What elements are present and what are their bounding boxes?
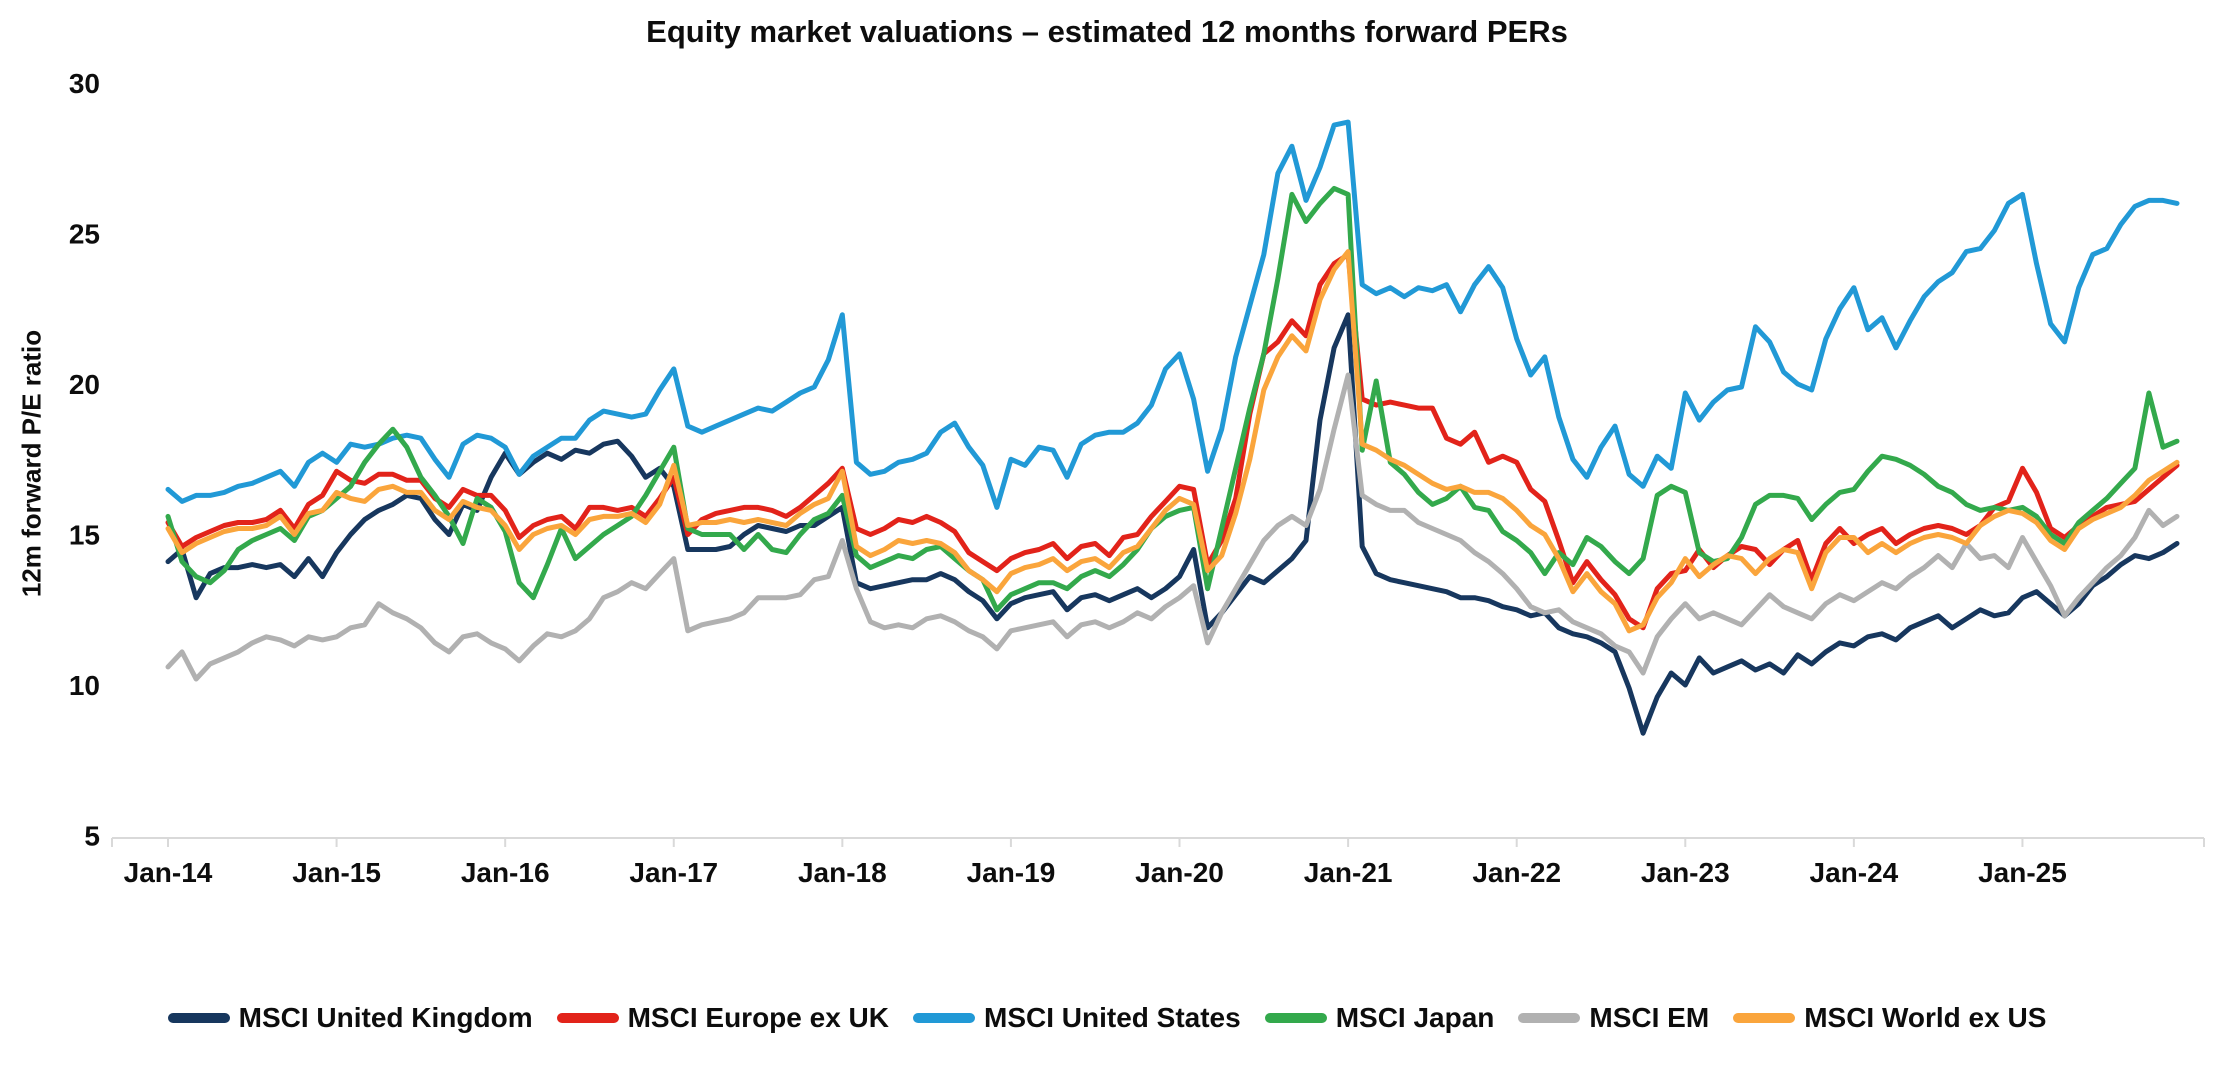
series-line-msci-world-ex-us [165, 249, 2180, 634]
y-tick-label: 30 [69, 68, 100, 99]
legend-swatch-icon [556, 1013, 619, 1023]
x-tick-label: Jan-15 [292, 857, 381, 888]
legend-label: MSCI World ex US [1804, 1002, 2047, 1033]
legend-label: MSCI United States [984, 1002, 1241, 1033]
y-tick-label: 10 [69, 670, 100, 701]
legend-label: MSCI United Kingdom [238, 1002, 533, 1033]
x-tick-label: Jan-24 [1810, 857, 1899, 888]
x-tick-label: Jan-21 [1304, 857, 1393, 888]
y-tick-label: 15 [69, 520, 100, 551]
x-tick-label: Jan-14 [124, 857, 213, 888]
series-line-msci-united-kingdom [165, 312, 2180, 736]
x-tick-label: Jan-19 [967, 857, 1056, 888]
x-tick-label: Jan-16 [461, 857, 550, 888]
x-tick-label: Jan-23 [1641, 857, 1730, 888]
series-line-msci-japan [165, 185, 2180, 613]
y-tick-label: 20 [69, 369, 100, 400]
series-line-msci-em [165, 372, 2180, 682]
legend-label: MSCI EM [1589, 1002, 1710, 1033]
legend-item-msci-europe-ex-uk: MSCI Europe ex UK [556, 1002, 889, 1034]
legend-label: MSCI Europe ex UK [627, 1002, 889, 1033]
x-tick-label: Jan-22 [1472, 857, 1561, 888]
legend-swatch-icon [1264, 1013, 1327, 1023]
legend-swatch-icon [913, 1013, 975, 1023]
chart-legend: MSCI United Kingdom MSCI Europe ex UK MSCI… [0, 1002, 2214, 1034]
legend-swatch-icon [1518, 1013, 1581, 1023]
x-tick-label: Jan-25 [1978, 857, 2067, 888]
legend-swatch-icon [167, 1013, 230, 1023]
legend-item-msci-united-states: MSCI United States [913, 1002, 1241, 1034]
x-axis-labels: Jan-14 Jan-15 Jan-16 Jan-17 Jan-18 Jan-19 Jan-… [124, 857, 2067, 888]
x-tick-label: Jan-18 [798, 857, 887, 888]
series-lines [165, 119, 2180, 736]
series-line-msci-europe-ex-uk [165, 252, 2180, 631]
x-tick-label: Jan-20 [1135, 857, 1224, 888]
legend-swatch-icon [1733, 1013, 1796, 1023]
legend-item-msci-world-ex-us: MSCI World ex US [1733, 1002, 2046, 1034]
legend-label: MSCI Japan [1335, 1002, 1495, 1033]
y-tick-label: 25 [69, 219, 100, 250]
y-axis-labels: 5 10 15 20 25 30 [69, 68, 100, 852]
legend-item-msci-united-kingdom: MSCI United Kingdom [167, 1002, 533, 1034]
y-tick-label: 5 [84, 821, 100, 852]
legend-item-msci-japan: MSCI Japan [1264, 1002, 1495, 1034]
chart-title: Equity market valuations – estimated 12 … [646, 14, 1568, 49]
legend-item-msci-em: MSCI EM [1518, 1002, 1709, 1034]
series-line-msci-united-states [165, 119, 2180, 510]
x-tick-label: Jan-17 [629, 857, 718, 888]
x-axis [111, 837, 2205, 847]
